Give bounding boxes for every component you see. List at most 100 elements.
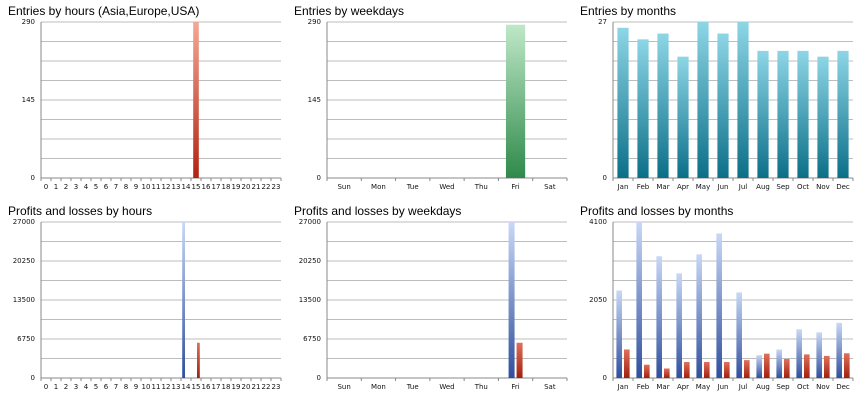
x-tick-label: 19 [232,183,241,191]
x-tick-label: Nov [816,383,830,391]
x-tick-label: 11 [152,183,161,191]
x-tick-label: 9 [134,383,138,391]
bar [724,362,730,378]
x-tick-label: Jan [617,183,629,191]
x-tick-label: Nov [816,183,830,191]
bar [636,222,642,378]
x-tick-label: 12 [162,383,171,391]
x-tick-label: 1 [54,183,58,191]
y-tick-label: 0 [31,374,35,382]
x-tick-label: Mar [656,183,669,191]
bar [784,358,790,378]
x-tick-label: Aug [756,183,770,191]
bar [677,56,689,178]
bar [505,24,526,179]
bar [697,22,709,178]
x-tick-label: 13 [172,183,181,191]
x-tick-label: 6 [104,183,109,191]
bar [817,56,829,178]
x-tick-label: Jul [738,383,748,391]
bar [508,222,515,378]
y-tick-label: 290 [22,18,35,26]
bar [664,368,670,378]
y-tick-label: 27000 [13,218,35,226]
bar [616,290,622,378]
bar [656,256,662,378]
panel-entries-weekdays: Entries by weekdays 0 145 290 Sun Mon Tue Wed T… [286,0,572,200]
bar [624,349,630,378]
bar [637,39,649,179]
x-tick-label: Dec [836,183,850,191]
x-tick-label: 2 [64,183,68,191]
x-tick-label: 10 [142,383,151,391]
x-tick-label: 10 [142,183,151,191]
chart-entries-weekdays: 0 145 290 Sun Mon Tue Wed Thu Fri Sat [308,18,568,191]
bar [776,349,782,378]
x-tick-label: Wed [439,383,454,391]
bar [797,50,809,179]
bar [704,362,710,378]
y-tick-label: 4100 [589,218,607,226]
x-tick-label: 5 [94,183,98,191]
y-tick-label: 290 [308,18,321,26]
x-tick-label: Aug [756,383,770,391]
x-tick-label: 15 [192,183,201,191]
bar [657,33,669,178]
x-tick-label: 3 [74,183,78,191]
x-tick-label: 1 [54,383,58,391]
chart-title: Entries by months [580,4,677,18]
bar [837,50,849,179]
y-tick-label: 0 [603,374,607,382]
x-tick-label: Sep [776,183,790,191]
bar [617,27,629,179]
bar [804,354,810,378]
x-tick-label: Jun [717,183,729,191]
panel-pl-hours: Profits and losses by hours 0 6750 13500 20… [0,200,286,400]
x-tick-label: Tue [406,383,419,391]
panel-entries-months: Entries by months 0 27 Jan Feb Mar Apr May Jun J… [572,0,858,200]
y-tick-label: 0 [317,174,321,182]
x-tick-label: Thu [474,183,488,191]
y-tick-label: 20250 [13,257,35,265]
x-tick-label: 23 [272,383,281,391]
x-tick-label: 17 [212,183,221,191]
x-tick-label: 7 [114,183,118,191]
chart-title: Profits and losses by hours [8,204,153,218]
bar [717,33,729,178]
x-tick-label: 3 [74,383,78,391]
x-tick-label: Apr [677,383,689,391]
x-tick-label: Wed [439,183,454,191]
x-tick-label: 7 [114,383,118,391]
x-tick-label: 12 [162,183,171,191]
bar [716,233,722,378]
x-tick-label: Sat [544,183,556,191]
bar [844,353,850,378]
x-tick-label: Jan [617,383,629,391]
bar [836,322,842,378]
bar [193,22,199,178]
x-tick-label: 21 [252,383,261,391]
y-tick-label: 13500 [13,296,35,304]
x-tick-label: Sun [337,183,350,191]
x-tick-label: Fri [511,183,519,191]
x-tick-label: Mon [371,383,386,391]
x-tick-label: May [696,383,710,391]
chart-title: Profits and losses by weekdays [294,204,462,218]
x-tick-label: 14 [182,383,191,391]
x-tick-label: 16 [202,183,211,191]
bar [816,332,822,378]
y-tick-label: 13500 [299,296,321,304]
x-tick-label: 0 [44,383,48,391]
bar [764,353,770,378]
x-tick-label: Thu [474,383,488,391]
y-tick-label: 0 [31,174,35,182]
x-tick-label: 11 [152,383,161,391]
x-tick-label: 14 [182,183,191,191]
x-tick-label: 17 [212,383,221,391]
bar [824,355,830,378]
bar [696,254,702,378]
x-tick-label: Fri [511,383,519,391]
x-tick-label: Apr [677,183,689,191]
y-tick-label: 6750 [303,335,321,343]
